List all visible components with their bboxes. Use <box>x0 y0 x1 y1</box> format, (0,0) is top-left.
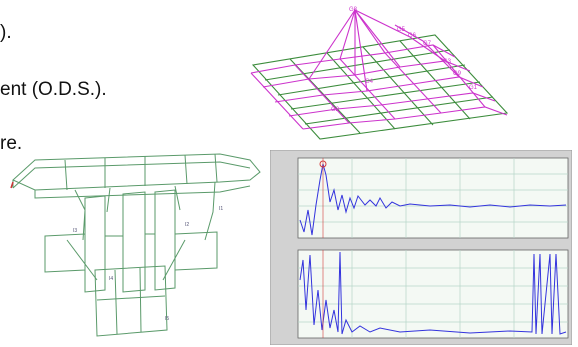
svg-text:I4: I4 <box>109 276 113 282</box>
svg-text:I5: I5 <box>165 316 169 322</box>
svg-text:G6: G6 <box>408 33 417 39</box>
svg-text:G9: G9 <box>453 71 462 77</box>
ods-mesh-image: G8 G5 G6 G7 G3 G9 G1 G4 G2 <box>250 7 509 140</box>
structural-frame-image: I1 I2 I3 I4 I5 <box>10 153 261 337</box>
text-line-2: ent (O.D.S.). <box>0 79 107 100</box>
svg-text:G5: G5 <box>397 27 406 33</box>
svg-text:I1: I1 <box>219 206 223 212</box>
svg-text:I2: I2 <box>185 222 189 228</box>
text-line-1: ). <box>0 22 12 43</box>
svg-text:G4: G4 <box>365 79 374 85</box>
frf-plots-image <box>270 150 572 345</box>
svg-text:G2: G2 <box>331 107 340 113</box>
svg-text:G3: G3 <box>443 59 452 65</box>
text-line-3: re. <box>0 133 23 154</box>
svg-text:G1: G1 <box>469 85 478 91</box>
svg-text:G7: G7 <box>423 41 432 47</box>
svg-text:I3: I3 <box>73 228 77 234</box>
svg-text:G8: G8 <box>349 7 358 13</box>
